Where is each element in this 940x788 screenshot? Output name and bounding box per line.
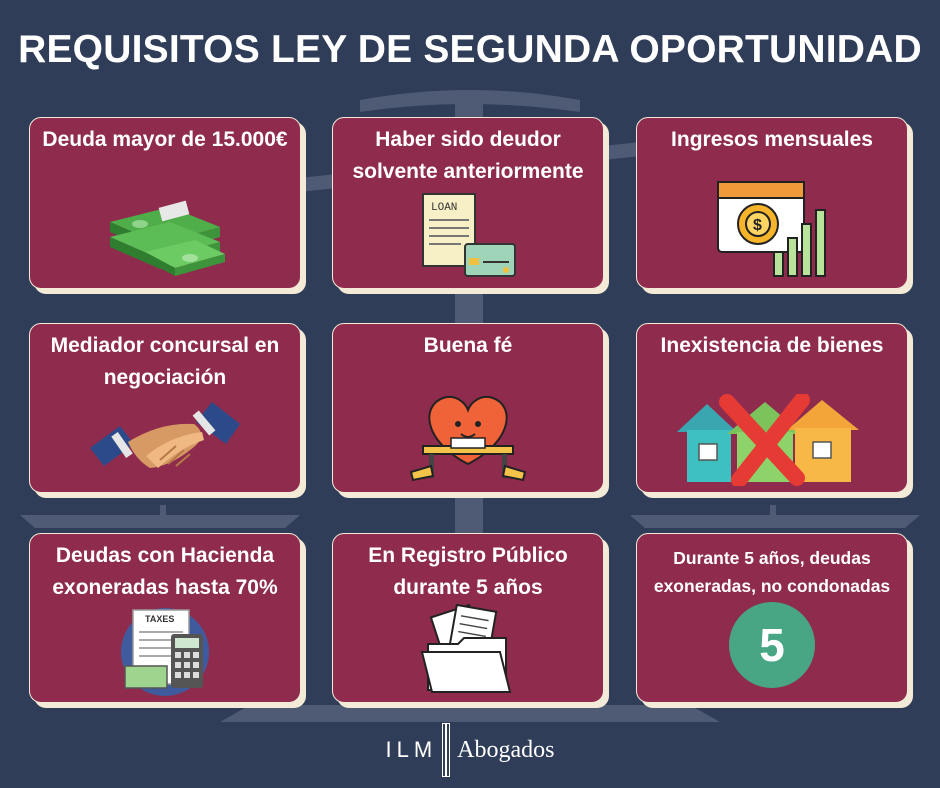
page-title: REQUISITOS LEY DE SEGUNDA OPORTUNIDAD — [18, 28, 922, 71]
svg-text:$: $ — [753, 217, 762, 234]
requirement-card-no-assets: Inexistencia de bienes — [636, 323, 908, 493]
requirement-card-mediator: Mediador concursal en negociación — [29, 323, 301, 493]
logo-bar-icon — [442, 723, 451, 777]
card-label: Durante 5 años, deudas exoneradas, no co… — [653, 548, 891, 596]
brand-name: Abogados — [457, 736, 555, 763]
card-label: En Registro Público durante 5 años — [368, 544, 568, 599]
card-label: Inexistencia de bienes — [660, 334, 884, 357]
card-label: Deuda mayor de 15.000€ — [42, 128, 288, 151]
handshake-icon — [30, 396, 300, 486]
income-chart-icon: $ — [637, 172, 907, 282]
folder-documents-icon — [333, 604, 603, 696]
requirement-card-tax-debts: Deudas con Hacienda exoneradas hasta 70%… — [29, 533, 301, 703]
brand-initials: ILM — [385, 737, 438, 762]
loan-document-icon: LOAN — [333, 190, 603, 282]
money-stack-icon — [30, 192, 300, 282]
card-label: Haber sido deudor solvente anteriormente — [352, 128, 584, 183]
heart-character-icon — [333, 386, 603, 486]
taxes-calculator-icon: TAXES — [30, 604, 300, 696]
requirement-card-income: Ingresos mensuales $ — [636, 117, 908, 289]
requirement-card-five-years: Durante 5 años, deudas exoneradas, no co… — [636, 533, 908, 703]
crossed-houses-icon — [637, 394, 907, 486]
loan-text: LOAN — [431, 202, 457, 214]
footer-logo: ILM Abogados — [0, 720, 940, 780]
card-label: Deudas con Hacienda exoneradas hasta 70% — [52, 544, 278, 599]
card-label: Ingresos mensuales — [671, 128, 873, 151]
taxes-text: TAXES — [145, 614, 174, 624]
number-badge-icon: 5 — [729, 602, 815, 688]
requirement-card-public-registry: En Registro Público durante 5 años — [332, 533, 604, 703]
requirement-card-debt: Deuda mayor de 15.000€ — [29, 117, 301, 289]
requirement-card-good-faith: Buena fé — [332, 323, 604, 493]
card-label: Mediador concursal en negociación — [50, 334, 280, 389]
requirement-card-solvent: Haber sido deudor solvente anteriormente… — [332, 117, 604, 289]
card-label: Buena fé — [423, 334, 513, 357]
